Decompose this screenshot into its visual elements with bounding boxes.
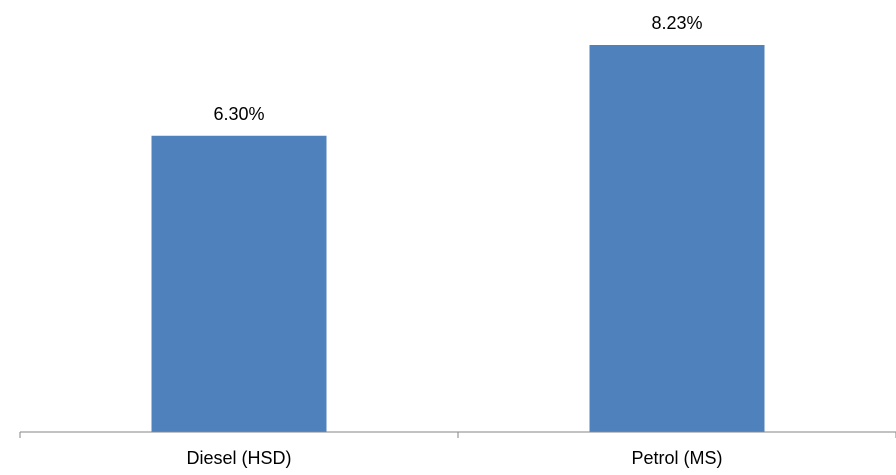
x-axis [19,431,896,438]
data-label: 6.30% [213,104,264,124]
bar [589,45,765,432]
x-tick-label: Petrol (MS) [631,448,722,468]
bar [151,135,327,432]
x-tick-label: Diesel (HSD) [186,448,291,468]
labels-layer: 6.30% 8.23% Diesel (HSD) Petrol (MS) [186,13,722,468]
bars-layer [151,45,765,432]
data-label: 8.23% [651,13,702,33]
